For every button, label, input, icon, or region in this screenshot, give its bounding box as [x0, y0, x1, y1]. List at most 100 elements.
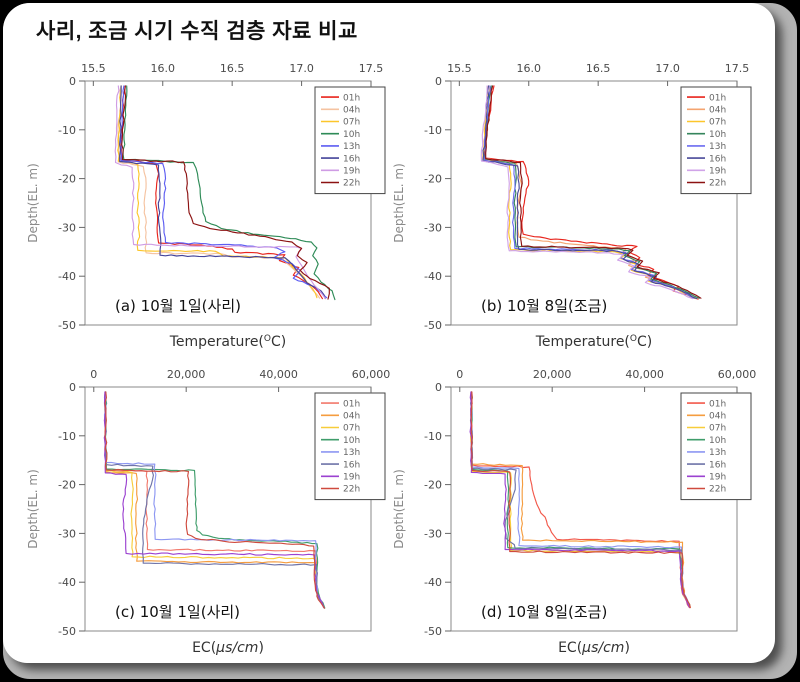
legend-label-19h: 19h	[343, 167, 360, 177]
chart-temperature-oct8: 15.5 16.0 16.5 17.0 17.5 0 -10 -20 -30 -40 -50 Dept…	[392, 62, 752, 350]
legend-label-04h: 04h	[343, 412, 360, 422]
x-tick-label: 16.0	[516, 62, 541, 75]
series-04h	[104, 391, 325, 609]
y-tick-label: 0	[435, 381, 442, 394]
y-tick-label: -30	[58, 527, 76, 540]
y-tick-label: -40	[424, 270, 442, 283]
x-tick-label: 0	[90, 368, 97, 381]
legend-label-01h: 01h	[343, 93, 360, 103]
subplot-caption: (c) 10월 1일(사리)	[115, 603, 240, 621]
y-tick-label: -10	[58, 124, 76, 137]
slide-card: 사리, 조금 시기 수직 검층 자료 비교 15.5 16.0 16.5 17.0 17…	[3, 3, 775, 663]
legend-label-16h: 16h	[343, 460, 360, 470]
y-tick-label: -20	[424, 479, 442, 492]
series-04h	[117, 85, 321, 299]
legend-label-07h: 07h	[343, 424, 360, 434]
x-axis-title: EC(μs/cm)	[192, 640, 264, 656]
legend-label-04h: 04h	[709, 106, 726, 116]
subplot-caption: (d) 10월 8일(조금)	[481, 603, 607, 621]
series-19h	[469, 391, 690, 608]
legend-label-10h: 10h	[709, 436, 726, 446]
y-axis-title: Depth(EL. m)	[392, 469, 406, 549]
series-16h	[119, 85, 326, 300]
series-16h	[482, 85, 698, 300]
y-tick-label: -30	[424, 527, 442, 540]
series-13h	[120, 85, 328, 299]
x-tick-label: 40,000	[259, 368, 298, 381]
legend-label-19h: 19h	[709, 167, 726, 177]
legend-label-10h: 10h	[709, 130, 726, 140]
y-axis-title: Depth(EL. m)	[392, 163, 406, 243]
series-07h	[117, 85, 318, 299]
series-07h	[482, 85, 696, 300]
x-tick-label: 15.5	[447, 62, 472, 75]
legend-box	[680, 86, 752, 195]
legend-label-01h: 01h	[343, 399, 360, 409]
x-axis-title: EC(μs/cm)	[558, 640, 630, 656]
series-22h	[121, 85, 330, 300]
x-tick-label: 16.5	[220, 62, 245, 75]
x-tick-label: 16.5	[586, 62, 611, 75]
y-tick-label: -20	[424, 173, 442, 186]
series-19h	[114, 85, 326, 299]
x-tick-label: 20,000	[533, 368, 572, 381]
y-tick-label: -50	[58, 625, 76, 638]
series-07h	[470, 391, 691, 608]
legend-label-04h: 04h	[709, 412, 726, 422]
x-tick-label: 17.5	[725, 62, 750, 75]
y-tick-label: 0	[435, 75, 442, 88]
legend-label-13h: 13h	[343, 448, 360, 458]
x-axis-title: Temperature(OC)	[535, 334, 653, 350]
legend-label-16h: 16h	[343, 154, 360, 164]
series-22h	[485, 85, 702, 299]
y-tick-label: -10	[424, 124, 442, 137]
y-tick-label: -50	[58, 319, 76, 332]
legend-label-22h: 22h	[709, 179, 726, 189]
chart-temperature-oct1: 15.5 16.0 16.5 17.0 17.5 0 -10 -20 -30 -40 -50 Dept…	[26, 62, 386, 350]
series-10h	[104, 391, 326, 609]
series-13h	[103, 391, 325, 609]
series-10h	[470, 391, 690, 608]
legend-label-22h: 22h	[709, 485, 726, 495]
y-tick-label: -40	[58, 576, 76, 589]
series-10h	[483, 85, 701, 299]
x-tick-label: 17.0	[289, 62, 314, 75]
series-19h	[480, 85, 694, 300]
subplot-caption: (b) 10월 8일(조금)	[481, 297, 607, 315]
y-tick-label: -50	[424, 319, 442, 332]
legend-label-01h: 01h	[709, 93, 726, 103]
x-tick-label: 20,000	[167, 368, 206, 381]
legend-label-13h: 13h	[343, 142, 360, 152]
series-16h	[103, 391, 325, 609]
series-16h	[469, 391, 691, 609]
legend-box	[680, 392, 752, 501]
series-01h	[470, 391, 690, 609]
legend-label-04h: 04h	[343, 106, 360, 116]
series-19h	[103, 391, 324, 608]
legend-label-16h: 16h	[709, 460, 726, 470]
x-axis-title: Temperature(OC)	[169, 334, 287, 350]
y-tick-label: -30	[58, 221, 76, 234]
series-04h	[470, 391, 691, 609]
plot-frame	[84, 386, 372, 632]
y-tick-label: -40	[424, 576, 442, 589]
plot-frame	[84, 80, 372, 326]
chart-ec-oct8: 0 20,000 40,000 60,000 0 -10 -20 -30 -40 -50 Depth…	[392, 368, 757, 656]
y-tick-label: 0	[69, 75, 76, 88]
legend-label-07h: 07h	[343, 118, 360, 128]
y-tick-label: -10	[424, 430, 442, 443]
legend-box	[314, 392, 386, 501]
legend-label-22h: 22h	[343, 179, 360, 189]
x-tick-label: 60,000	[718, 368, 757, 381]
y-tick-label: -50	[424, 625, 442, 638]
series-13h	[470, 391, 691, 608]
legend-label-19h: 19h	[709, 473, 726, 483]
x-tick-label: 0	[456, 368, 463, 381]
legend-label-10h: 10h	[343, 130, 360, 140]
series-04h	[482, 85, 698, 300]
legend-label-22h: 22h	[343, 485, 360, 495]
page-title: 사리, 조금 시기 수직 검층 자료 비교	[36, 20, 358, 43]
y-tick-label: -20	[58, 479, 76, 492]
legend-label-10h: 10h	[343, 436, 360, 446]
